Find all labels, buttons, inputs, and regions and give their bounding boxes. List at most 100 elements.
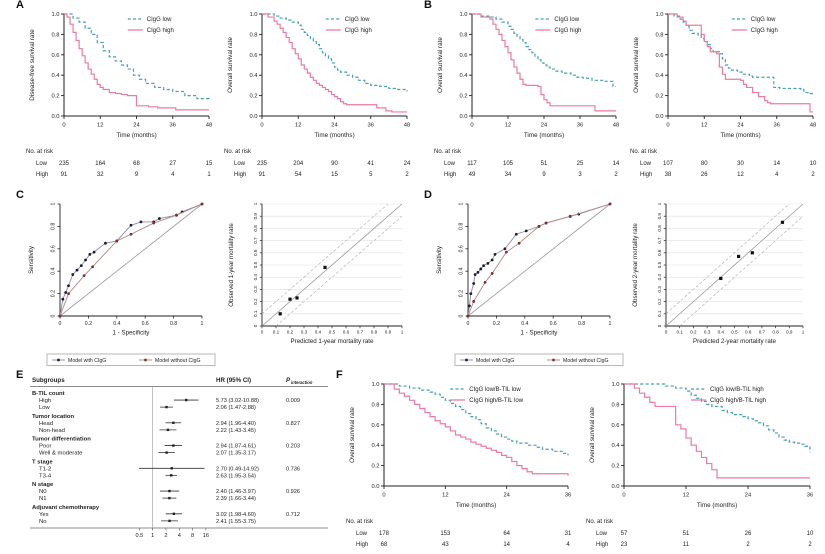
panel-label-e: E xyxy=(16,369,24,381)
svg-text:38: 38 xyxy=(665,172,672,178)
svg-text:12: 12 xyxy=(701,123,707,129)
svg-text:0.8: 0.8 xyxy=(170,321,177,327)
svg-text:0.3: 0.3 xyxy=(704,330,711,335)
svg-text:105: 105 xyxy=(503,161,514,167)
svg-text:10: 10 xyxy=(807,531,814,537)
svg-text:0.2: 0.2 xyxy=(493,321,500,327)
svg-text:High: High xyxy=(640,172,652,178)
svg-text:90: 90 xyxy=(331,161,338,167)
svg-text:68: 68 xyxy=(133,161,140,167)
svg-text:0.5: 0.5 xyxy=(731,330,738,335)
km-chart-os-btil-low: 0.0 0.2 0.4 0.6 0.8 1.0 0 12 24 36 CIgG low/B-TIL … xyxy=(344,374,580,552)
svg-text:27: 27 xyxy=(169,161,176,167)
svg-text:0.8: 0.8 xyxy=(371,330,378,335)
svg-text:31: 31 xyxy=(565,531,572,537)
svg-text:Yes: Yes xyxy=(39,512,49,518)
svg-text:0: 0 xyxy=(665,330,668,335)
svg-text:N0: N0 xyxy=(39,489,47,495)
svg-text:24: 24 xyxy=(737,123,744,129)
svg-text:Disease-free survival rate: Disease-free survival rate xyxy=(29,29,36,101)
svg-text:0.4: 0.4 xyxy=(51,73,60,79)
svg-text:Low: Low xyxy=(234,161,246,167)
svg-text:0.8: 0.8 xyxy=(249,32,257,38)
svg-text:T stage: T stage xyxy=(32,459,53,465)
svg-text:0.7: 0.7 xyxy=(759,330,766,335)
svg-text:0.2: 0.2 xyxy=(253,298,258,305)
svg-text:Time (months): Time (months) xyxy=(116,132,156,139)
svg-text:117: 117 xyxy=(467,161,477,167)
svg-text:0.4: 0.4 xyxy=(718,330,725,335)
svg-text:49: 49 xyxy=(469,172,476,178)
svg-text:16: 16 xyxy=(203,533,209,539)
svg-text:15: 15 xyxy=(331,172,338,178)
svg-text:2: 2 xyxy=(811,172,815,178)
svg-text:26: 26 xyxy=(701,172,708,178)
svg-text:0.8: 0.8 xyxy=(51,32,59,38)
svg-text:1 - Specificity: 1 - Specificity xyxy=(113,330,151,337)
svg-text:3.02 (1.98-4.60): 3.02 (1.98-4.60) xyxy=(216,512,256,518)
svg-text:0.4: 0.4 xyxy=(521,321,528,327)
svg-text:CIgG high: CIgG high xyxy=(554,28,581,34)
svg-text:36: 36 xyxy=(577,123,583,129)
svg-text:0.712: 0.712 xyxy=(286,512,300,518)
svg-text:12: 12 xyxy=(97,123,103,129)
svg-text:0.4: 0.4 xyxy=(315,330,322,335)
svg-text:51: 51 xyxy=(541,161,548,167)
svg-text:34: 34 xyxy=(505,172,512,178)
svg-text:164: 164 xyxy=(95,161,106,167)
svg-text:Overall survival rate: Overall survival rate xyxy=(633,37,640,93)
svg-text:0.4: 0.4 xyxy=(611,443,620,449)
svg-text:1.0: 1.0 xyxy=(371,382,379,388)
svg-text:0.7: 0.7 xyxy=(657,237,662,244)
svg-text:91: 91 xyxy=(61,172,68,178)
svg-text:0.6: 0.6 xyxy=(657,249,662,256)
d2-svg: 00 0.1 0.1 0.2 0.2 0.3 0.3 0.4 0.4 0.5 0.5 0.6 0.6 0.… xyxy=(632,202,805,345)
svg-text:24: 24 xyxy=(745,493,752,499)
svg-text:0: 0 xyxy=(62,123,65,129)
svg-text:Model with CIgG: Model with CIgG xyxy=(68,358,106,364)
svg-text:0.1: 0.1 xyxy=(253,310,258,317)
svg-text:CIgG high/B-TIL low: CIgG high/B-TIL low xyxy=(469,398,523,404)
svg-text:0.6: 0.6 xyxy=(459,53,467,59)
svg-text:57: 57 xyxy=(621,531,628,537)
svg-text:interaction: interaction xyxy=(291,380,313,385)
svg-text:2: 2 xyxy=(808,542,812,548)
svg-text:0.6: 0.6 xyxy=(142,321,149,327)
svg-text:91: 91 xyxy=(259,172,266,178)
svg-text:Non-head: Non-head xyxy=(39,428,65,434)
svg-text:1: 1 xyxy=(609,321,612,327)
svg-text:High: High xyxy=(444,172,456,178)
svg-text:0.1: 0.1 xyxy=(657,310,662,317)
panel-label-b: B xyxy=(424,0,432,11)
svg-text:0.9: 0.9 xyxy=(385,330,392,335)
svg-text:1.0: 1.0 xyxy=(611,382,619,388)
svg-text:0.926: 0.926 xyxy=(286,489,300,495)
svg-text:0: 0 xyxy=(470,123,473,129)
svg-text:51: 51 xyxy=(683,531,690,537)
svg-text:0.2: 0.2 xyxy=(459,94,467,100)
svg-text:CIgG low: CIgG low xyxy=(751,17,776,23)
svg-text:0.5: 0.5 xyxy=(135,533,143,539)
svg-text:Observed 1-year mortality rate: Observed 1-year mortality rate xyxy=(228,223,235,307)
svg-text:0.9: 0.9 xyxy=(657,213,662,220)
svg-text:64: 64 xyxy=(503,531,510,537)
svg-text:0.4: 0.4 xyxy=(459,267,465,274)
svg-text:CIgG low: CIgG low xyxy=(147,17,172,23)
svg-text:2.41 (1.55-3.75): 2.41 (1.55-3.75) xyxy=(216,519,256,525)
f2-svg: 0.0 0.2 0.4 0.6 0.8 1.0 0 12 24 36 CIgG low/B-TIL … xyxy=(586,382,814,548)
svg-text:Low: Low xyxy=(596,531,608,537)
panel-label-a: A xyxy=(16,0,24,11)
svg-text:1.0: 1.0 xyxy=(51,12,59,18)
svg-text:0.4: 0.4 xyxy=(253,274,258,281)
svg-text:0.8: 0.8 xyxy=(578,321,585,327)
svg-text:12: 12 xyxy=(683,493,689,499)
svg-text:11: 11 xyxy=(683,542,690,548)
svg-text:0.0: 0.0 xyxy=(655,114,663,120)
svg-text:T1-2: T1-2 xyxy=(39,466,51,472)
svg-text:0.8: 0.8 xyxy=(51,223,57,230)
svg-text:No. at risk: No. at risk xyxy=(434,149,462,155)
svg-text:N stage: N stage xyxy=(32,482,54,488)
svg-text:Overall survival rate: Overall survival rate xyxy=(227,37,234,93)
